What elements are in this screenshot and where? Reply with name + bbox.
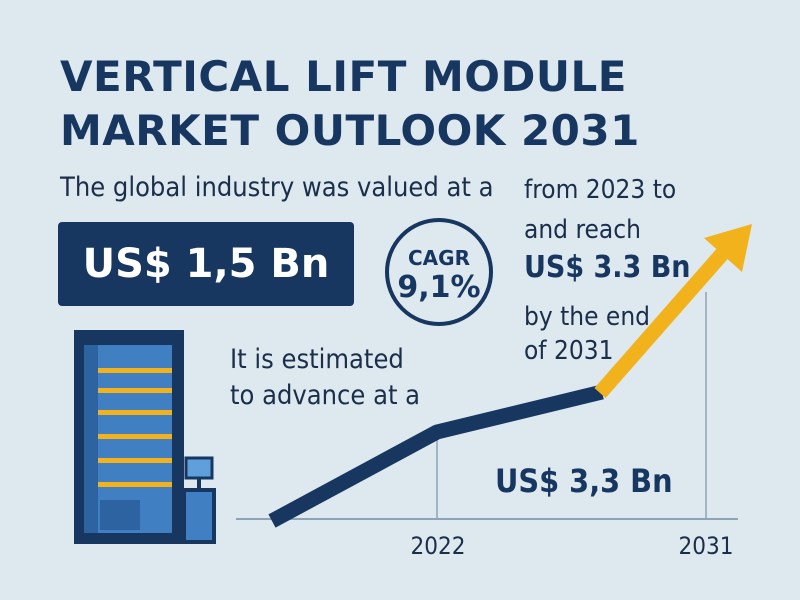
- estimate-line-1: It is estimated: [230, 344, 404, 375]
- target-value: US$ 3.3 Bn: [524, 250, 691, 285]
- x-tick-label: 2031: [679, 532, 734, 560]
- title-line-1: VERTICAL LIFT MODULE: [60, 52, 627, 101]
- cagr-circle: CAGR 9,1%: [385, 218, 493, 326]
- forecast-from: from 2023 to: [524, 175, 677, 205]
- current-value-badge: US$ 1,5 Bn: [58, 222, 354, 306]
- bottom-value: US$ 3,3 Bn: [495, 462, 673, 500]
- growth-line-accent: [594, 249, 728, 398]
- arrow-up-icon: [704, 224, 752, 272]
- cagr-label: CAGR: [408, 246, 470, 270]
- page-title: VERTICAL LIFT MODULE MARKET OUTLOOK 2031: [60, 50, 640, 158]
- estimate-line-2: to advance at a: [230, 380, 421, 411]
- intro-text: The global industry was valued at a: [60, 172, 494, 203]
- x-tick-label: 2022: [411, 532, 466, 560]
- growth-line-navy: [268, 384, 604, 528]
- cagr-value: 9,1%: [397, 270, 481, 305]
- forecast-end-line-1: by the end: [524, 302, 651, 332]
- current-value: US$ 1,5 Bn: [82, 241, 330, 287]
- forecast-end-line-2: of 2031: [524, 336, 614, 366]
- forecast-reach: and reach: [524, 215, 641, 245]
- title-line-2: MARKET OUTLOOK 2031: [60, 106, 640, 155]
- vertical-lift-module-icon: [74, 330, 216, 544]
